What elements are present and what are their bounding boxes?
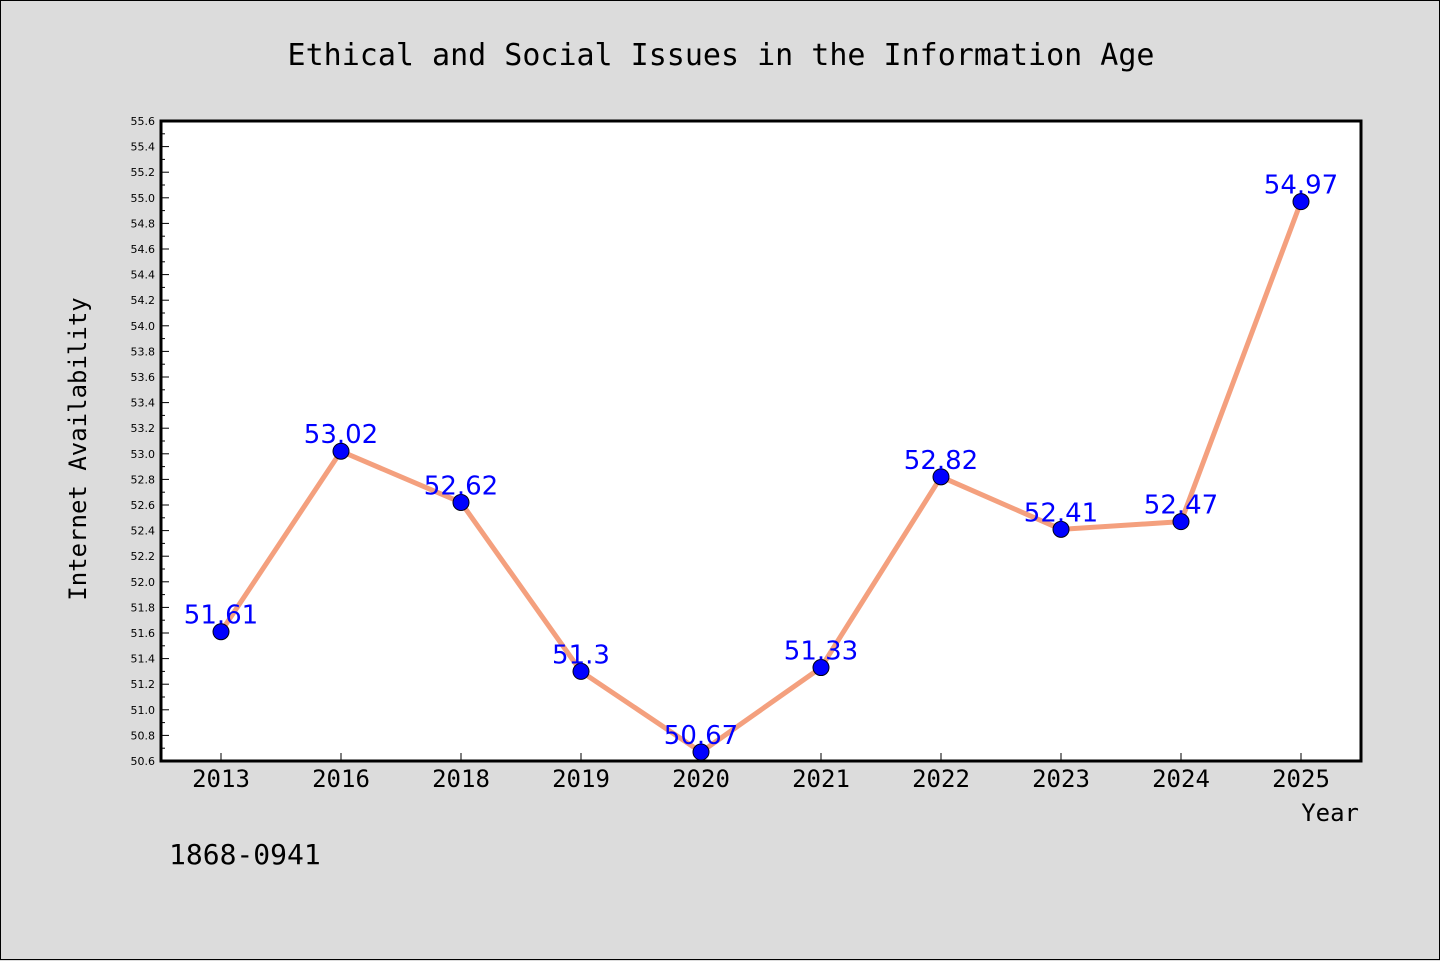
x-tick-label: 2021 xyxy=(792,765,850,793)
y-tick-label: 52.8 xyxy=(131,473,156,486)
data-label: 52.62 xyxy=(424,471,498,501)
data-point xyxy=(692,743,710,761)
chart-title: Ethical and Social Issues in the Informa… xyxy=(288,38,1155,73)
data-label: 51.3 xyxy=(552,640,610,670)
y-tick-label: 53.0 xyxy=(131,448,156,461)
y-tick-label: 51.2 xyxy=(131,678,156,691)
y-tick-label: 54.6 xyxy=(131,243,156,256)
data-label: 53.02 xyxy=(304,420,378,450)
x-tick-label: 2020 xyxy=(672,765,730,793)
series-line xyxy=(218,200,1304,755)
y-tick-label: 52.6 xyxy=(131,499,156,512)
y-tick-label: 53.4 xyxy=(131,397,156,410)
x-tick-label: 2024 xyxy=(1152,765,1210,793)
data-label: 52.82 xyxy=(904,446,978,476)
data-point xyxy=(572,662,590,680)
y-tick-label: 51.4 xyxy=(131,653,156,666)
y-tick-label: 52.4 xyxy=(131,525,156,538)
y-tick-label: 54.4 xyxy=(131,269,156,282)
data-label: 52.41 xyxy=(1024,498,1098,528)
y-tick-label: 51.0 xyxy=(131,704,156,717)
x-tick-label: 2018 xyxy=(432,765,490,793)
series-layer: 51.61 53.02 52.62 51.3 50.67 51.33 52.82 52.41 5… xyxy=(184,171,1338,761)
data-point xyxy=(1052,520,1070,538)
data-point xyxy=(812,659,830,677)
plot-area xyxy=(159,119,1363,763)
y-tick-label: 55.2 xyxy=(131,166,156,179)
footnote: 1868-0941 xyxy=(169,838,321,871)
data-label: 51.61 xyxy=(184,601,258,631)
data-point xyxy=(1292,193,1310,211)
y-tick-label: 53.6 xyxy=(131,371,156,384)
y-tick-label: 51.8 xyxy=(131,601,156,614)
y-tick-label: 54.0 xyxy=(131,320,156,333)
x-tick-label: 2019 xyxy=(552,765,610,793)
data-label: 52.47 xyxy=(1144,491,1218,521)
y-tick-label: 53.2 xyxy=(131,422,156,435)
y-tick-label: 52.0 xyxy=(131,576,156,589)
y-tick-label: 50.6 xyxy=(131,755,156,768)
y-tick-label: 50.8 xyxy=(131,729,156,742)
y-axis: 50.6 50.8 51.0 51.2 51.4 51.6 51.8 52.0 52.2 52.4… xyxy=(131,115,169,768)
data-point xyxy=(332,442,350,460)
y-axis-label: Internet Availability xyxy=(64,297,92,600)
x-tick-label: 2013 xyxy=(192,765,250,793)
y-tick-label: 53.8 xyxy=(131,345,156,358)
y-tick-label: 52.2 xyxy=(131,550,156,563)
y-tick-label: 55.0 xyxy=(131,192,156,205)
x-axis-label: Year xyxy=(1301,799,1359,827)
data-point xyxy=(212,623,230,641)
x-tick-label: 2025 xyxy=(1272,765,1330,793)
data-label: 54.97 xyxy=(1264,171,1338,201)
x-axis: 2013 2016 2018 2019 2020 2021 2022 2023 2024 2025 xyxy=(192,753,1330,793)
x-tick-label: 2023 xyxy=(1032,765,1090,793)
data-point xyxy=(452,493,470,511)
data-label: 51.33 xyxy=(784,637,858,667)
y-tick-label: 55.4 xyxy=(131,141,156,154)
y-tick-label: 55.6 xyxy=(131,115,156,128)
x-tick-label: 2016 xyxy=(312,765,370,793)
data-point xyxy=(932,468,950,486)
x-tick-label: 2022 xyxy=(912,765,970,793)
y-tick-label: 51.6 xyxy=(131,627,156,640)
data-point xyxy=(1172,513,1190,531)
y-tick-label: 54.8 xyxy=(131,217,156,230)
data-label: 50.67 xyxy=(664,721,738,751)
y-tick-label: 54.2 xyxy=(131,294,156,307)
